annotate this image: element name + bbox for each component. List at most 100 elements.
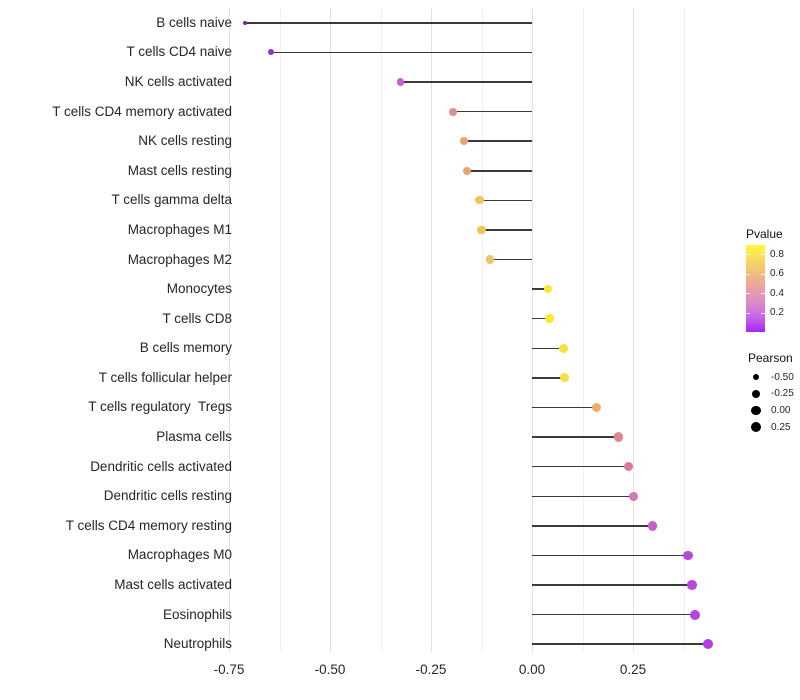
lollipop-stem <box>270 51 532 54</box>
lollipop-stem <box>464 140 532 142</box>
data-point-dot <box>687 580 698 590</box>
lollipop-stem <box>481 229 532 231</box>
colorbar-tick <box>761 254 765 255</box>
lollipop-stem <box>532 406 597 409</box>
colorbar-tick <box>746 312 750 314</box>
pvalue-colorbar <box>746 245 765 332</box>
y-axis-label: Plasma cells <box>156 429 232 445</box>
lollipop-stem <box>532 613 695 616</box>
y-axis-label: B cells naive <box>156 14 232 30</box>
gridline-minor <box>380 8 382 652</box>
pearson-size-dot <box>752 373 760 381</box>
data-point-dot <box>559 373 569 383</box>
y-axis-label: Neutrophils <box>163 636 232 652</box>
data-point-dot <box>545 314 554 323</box>
colorbar-tick-label: 0.4 <box>770 287 784 299</box>
data-point-dot <box>460 137 469 146</box>
gridline-major <box>431 8 432 652</box>
data-point-dot <box>683 550 694 561</box>
data-point-dot <box>267 49 274 56</box>
lollipop-stem <box>532 436 619 438</box>
data-point-dot <box>647 521 658 531</box>
colorbar-tick <box>746 293 750 295</box>
x-axis-tick-label: 0.00 <box>518 662 546 677</box>
y-axis-label: Macrophages M2 <box>127 251 232 267</box>
lollipop-stem <box>532 377 565 379</box>
data-point-dot <box>475 196 484 205</box>
y-axis-label: T cells CD4 memory resting <box>65 517 232 533</box>
lollipop-stem <box>532 347 564 350</box>
x-axis-tick-label: -0.75 <box>213 662 245 677</box>
data-point-dot <box>448 107 457 116</box>
pearson-size-dot <box>751 405 761 416</box>
lollipop-stem <box>532 554 689 557</box>
data-point-dot <box>592 402 602 412</box>
gridline-minor <box>279 8 281 652</box>
pearson-size-dot <box>752 389 760 398</box>
y-axis-label: Mast cells resting <box>127 162 232 178</box>
data-point-dot <box>689 609 700 620</box>
data-point-dot <box>242 20 248 25</box>
y-axis-label: B cells memory <box>139 340 232 356</box>
data-point-dot <box>485 255 495 264</box>
y-axis-label: NK cells resting <box>138 133 232 149</box>
y-axis-label: Macrophages M0 <box>127 547 232 563</box>
data-point-dot <box>702 639 713 650</box>
data-point-dot <box>613 432 624 442</box>
data-point-dot <box>558 343 568 353</box>
y-axis-label: T cells CD4 memory activated <box>52 103 232 119</box>
colorbar-tick <box>761 273 765 275</box>
gridline-major <box>532 8 533 652</box>
colorbar-tick-label: 0.6 <box>770 268 784 280</box>
y-axis-label: Monocytes <box>166 281 232 297</box>
pearson-size-label: -0.25 <box>771 388 794 400</box>
colorbar-tick-label: 0.2 <box>770 307 784 319</box>
data-point-dot <box>543 284 553 294</box>
gridline-minor <box>683 8 685 652</box>
colorbar-tick <box>746 254 750 255</box>
gridline-minor <box>481 8 483 652</box>
data-point-dot <box>396 78 405 86</box>
pearson-size-label: 0.00 <box>771 404 791 416</box>
data-point-dot <box>629 491 639 501</box>
lollipop-stem <box>532 495 634 497</box>
data-point-dot <box>623 462 633 472</box>
data-point-dot <box>462 166 471 175</box>
lollipop-stem <box>479 199 532 202</box>
lollipop-stem <box>532 317 550 320</box>
lollipop-stem <box>532 643 708 645</box>
colorbar-tick <box>761 312 765 314</box>
lollipop-stem <box>532 584 693 586</box>
pearson-size-label: -0.50 <box>771 371 794 383</box>
colorbar-tick <box>746 273 750 275</box>
gridline-major <box>330 8 331 652</box>
gridline-minor <box>582 8 584 652</box>
y-axis-label: T cells regulatory Tregs <box>88 399 232 415</box>
y-axis-label: NK cells activated <box>124 73 232 89</box>
y-axis-label: T cells gamma delta <box>111 192 232 208</box>
y-axis-label: T cells CD8 <box>162 310 232 326</box>
x-axis-tick-label: 0.25 <box>619 662 647 677</box>
y-axis-label: T cells follicular helper <box>98 369 232 385</box>
gridline-major <box>229 8 230 652</box>
y-axis-label: Eosinophils <box>162 606 232 622</box>
lollipop-stem <box>245 22 532 24</box>
lollipop-stem <box>532 525 653 527</box>
colorbar-tick <box>761 293 765 295</box>
y-axis-label: Dendritic cells resting <box>103 488 232 504</box>
lollipop-stem <box>466 170 532 172</box>
lollipop-stem <box>532 288 549 290</box>
y-axis-label: Dendritic cells activated <box>90 458 232 474</box>
pearson-size-dot <box>751 422 761 433</box>
data-point-dot <box>477 225 486 235</box>
legend-pvalue-title: Pvalue <box>746 227 783 241</box>
y-axis-label: Macrophages M1 <box>127 221 232 237</box>
lollipop-stem <box>489 258 532 261</box>
x-axis-tick-label: -0.25 <box>415 662 447 677</box>
pearson-size-label: 0.25 <box>771 421 791 433</box>
x-axis-tick-label: -0.50 <box>314 662 346 677</box>
colorbar-tick-label: 0.8 <box>770 248 784 260</box>
lollipop-stem <box>400 81 532 83</box>
lollipop-stem <box>452 110 532 113</box>
